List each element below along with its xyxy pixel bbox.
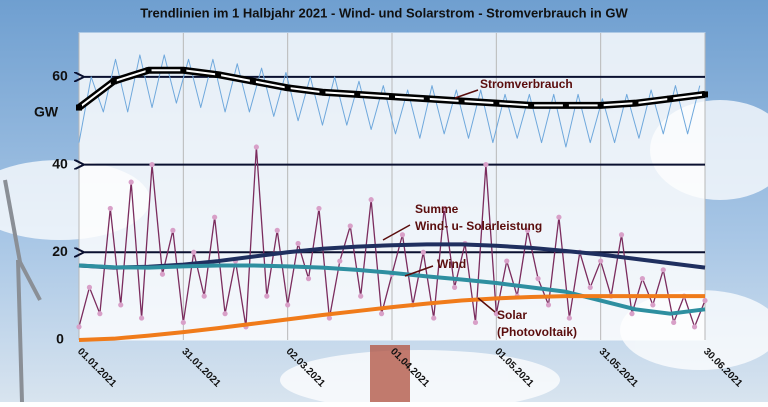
- data-point: [660, 267, 666, 273]
- data-point: [264, 293, 270, 299]
- data-point: [528, 102, 535, 109]
- y-axis-label: GW: [34, 104, 59, 120]
- data-point: [423, 95, 430, 102]
- data-point: [368, 197, 374, 203]
- data-point: [671, 319, 677, 326]
- data-point: [535, 276, 541, 282]
- data-point: [159, 271, 166, 277]
- data-point: [285, 302, 291, 308]
- data-point: [170, 227, 176, 233]
- data-point: [587, 284, 593, 290]
- data-point: [629, 311, 635, 317]
- data-point: [702, 91, 708, 98]
- data-point: [107, 205, 113, 212]
- y-tick-label: 0: [56, 331, 64, 347]
- data-point: [180, 67, 187, 74]
- data-point: [319, 89, 326, 96]
- data-point: [525, 227, 531, 233]
- annotation: Summe: [415, 202, 459, 216]
- data-point: [545, 302, 552, 308]
- data-point: [639, 276, 646, 282]
- data-point: [632, 100, 639, 107]
- y-tick-label: 60: [52, 68, 68, 84]
- series-line: [78, 54, 701, 148]
- chart-title: Trendlinien im 1 Halbjahr 2021 - Wind- u…: [140, 5, 628, 20]
- wind-turbine: [3, 179, 42, 403]
- data-point: [458, 97, 465, 104]
- annotation-arrows: [382, 89, 496, 313]
- data-point: [76, 104, 82, 111]
- data-point: [118, 302, 124, 308]
- data-point: [358, 293, 364, 299]
- data-point: [76, 324, 82, 330]
- data-point: [284, 84, 291, 91]
- data-point: [562, 102, 569, 109]
- data-point: [180, 319, 186, 326]
- data-point: [598, 258, 604, 264]
- data-point: [702, 297, 708, 304]
- data-point: [667, 95, 674, 102]
- data-point: [145, 67, 152, 74]
- data-point: [354, 91, 361, 98]
- data-point: [128, 179, 134, 185]
- annotation: Solar: [497, 308, 527, 322]
- data-point: [441, 205, 447, 212]
- data-point: [295, 240, 301, 247]
- data-point: [326, 315, 332, 321]
- data-point: [618, 232, 625, 238]
- data-point: [191, 249, 197, 255]
- chimney: [370, 345, 410, 402]
- series-line: [78, 263, 706, 316]
- data-point: [316, 205, 322, 212]
- data-point: [399, 232, 406, 238]
- annotation: Wind: [437, 257, 466, 271]
- data-point: [149, 161, 155, 168]
- data-point: [452, 284, 458, 290]
- annotation: Stromverbrauch: [480, 77, 573, 91]
- plot: [76, 33, 708, 342]
- data-point: [347, 223, 353, 229]
- data-point: [431, 315, 437, 321]
- data-point: [378, 311, 385, 317]
- data-point: [222, 311, 228, 317]
- data-point: [597, 102, 604, 109]
- data-point: [110, 78, 117, 85]
- data-point: [201, 293, 207, 299]
- y-tick-label: 20: [52, 243, 68, 259]
- series-line: [78, 294, 705, 342]
- data-point: [253, 144, 259, 150]
- data-point: [215, 71, 222, 78]
- data-point: [389, 93, 395, 100]
- data-point: [493, 311, 499, 317]
- annotation: Wind- u- Solarleistung: [415, 219, 542, 233]
- data-point: [274, 227, 280, 233]
- data-point: [472, 319, 479, 326]
- data-point: [86, 284, 93, 290]
- data-point: [650, 302, 656, 308]
- data-point: [337, 258, 343, 264]
- data-point: [556, 214, 562, 220]
- data-point: [420, 249, 426, 255]
- data-point: [566, 315, 572, 321]
- y-tick-label: 40: [52, 155, 68, 171]
- data-point: [483, 161, 489, 168]
- data-point: [493, 100, 500, 107]
- data-point: [504, 258, 510, 264]
- data-point: [691, 324, 698, 330]
- data-point: [305, 276, 312, 282]
- data-point: [249, 78, 256, 85]
- data-point: [212, 214, 218, 220]
- annotation: (Photovoltaik): [497, 325, 577, 339]
- data-point: [139, 315, 145, 321]
- data-point: [97, 311, 103, 317]
